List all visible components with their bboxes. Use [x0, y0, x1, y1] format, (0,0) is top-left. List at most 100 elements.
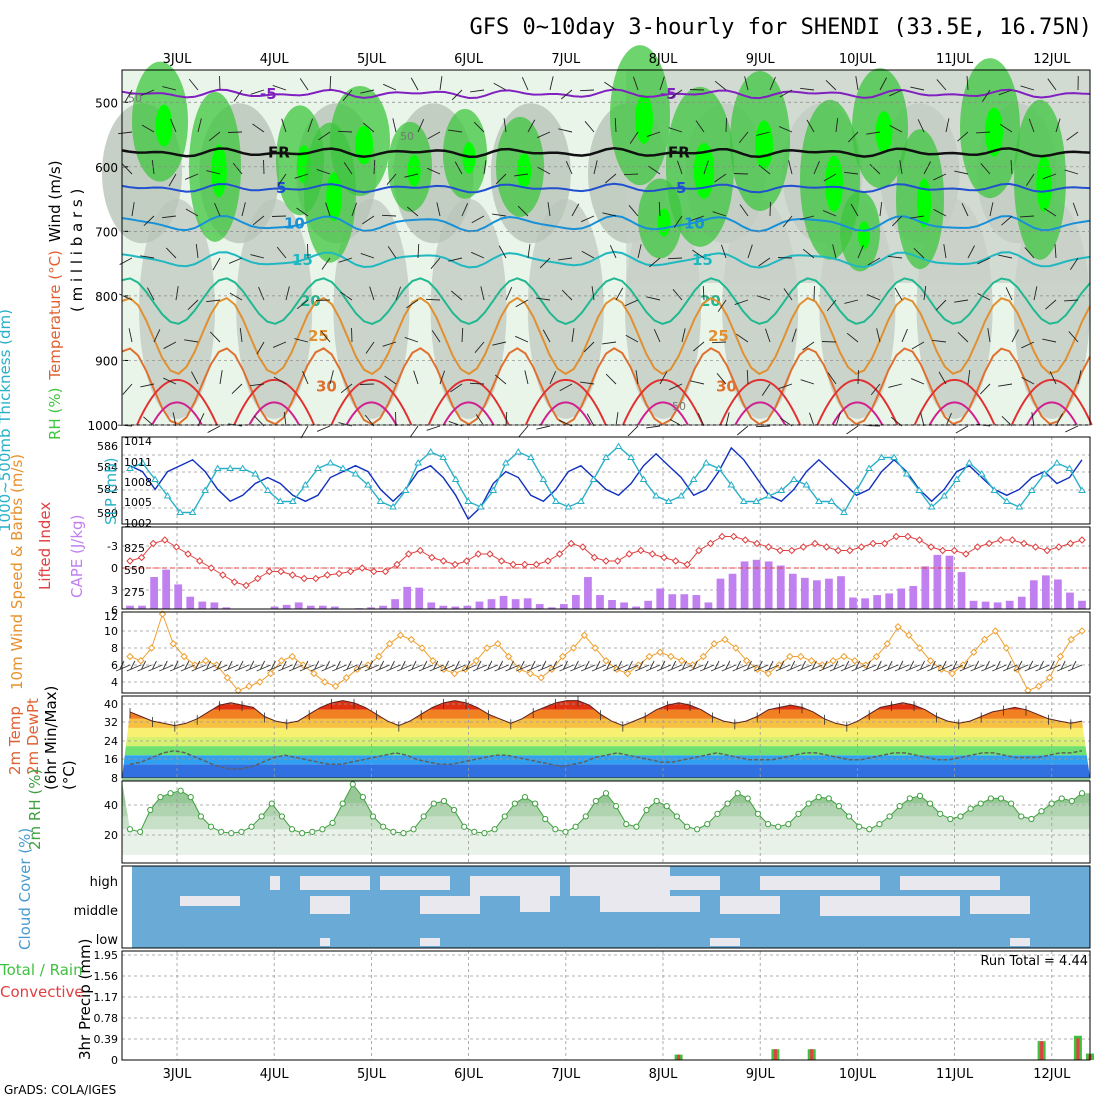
rh-point [896, 803, 903, 810]
li-point [486, 550, 494, 558]
wind-barb [425, 298, 441, 301]
wind-barb [480, 286, 485, 301]
wind-barb [426, 425, 441, 431]
wind-barb [340, 383, 353, 394]
wind-barb [316, 169, 331, 175]
rh-point [197, 813, 204, 820]
y-tick-label: 4 [111, 676, 118, 689]
wind-barb [515, 299, 529, 308]
wind-speed-point [732, 644, 740, 652]
wind-barb [360, 89, 375, 94]
thickness-point [263, 486, 272, 493]
wind-barb [168, 173, 177, 187]
li-point [265, 567, 274, 576]
wind-barb [966, 76, 969, 91]
wind-barb [232, 162, 243, 175]
rh-point [258, 813, 265, 820]
wind-barb [462, 664, 477, 672]
wind-barb [558, 128, 573, 133]
cape-bar [656, 588, 665, 609]
wind-barb [952, 660, 958, 670]
li-point [1055, 543, 1063, 551]
wind-barb [197, 413, 205, 427]
isotherm-line [831, 401, 884, 426]
wind-barb [957, 331, 969, 343]
wind-barb [938, 371, 947, 385]
cape-bar [427, 602, 436, 609]
cape-bar [608, 599, 616, 609]
wind-barb [162, 215, 177, 219]
wind-barb [252, 215, 265, 226]
x-tick-label-bottom: 12JUL [1033, 1067, 1071, 1082]
wind-speed-point [331, 682, 340, 690]
wind-barb [131, 202, 135, 217]
wind-barb [300, 425, 309, 439]
wind-barb [451, 664, 466, 672]
isotherm-line [816, 379, 899, 426]
li-point [462, 557, 471, 565]
cloud-row-label: high [90, 875, 118, 890]
wind-barb [1067, 664, 1083, 672]
li-point [172, 543, 181, 551]
wind-barb [732, 664, 747, 672]
y-tick-label: 12 [104, 610, 118, 623]
rh-point [714, 810, 721, 817]
isotherm-label: -5 [260, 85, 277, 103]
wind-barb [439, 370, 445, 385]
wind-barb [695, 120, 705, 133]
wind-barb [519, 660, 525, 670]
rh-point [764, 821, 772, 828]
wind-barb [584, 660, 590, 670]
wind-speed-point [223, 674, 232, 682]
wind-barb [137, 664, 152, 672]
rh-contour-label: 50 [400, 130, 414, 143]
isotherm-line [330, 379, 413, 426]
thickness-point [702, 459, 711, 466]
isotherm-line [233, 379, 316, 426]
cloud-gap [960, 876, 1000, 890]
wind-barb [850, 203, 859, 217]
isotherm-line [121, 296, 1091, 376]
wind-barb [153, 329, 161, 343]
li-point [439, 557, 448, 565]
wind-barb [778, 383, 793, 389]
isotherm-label: 30 [316, 377, 337, 395]
precip-panel: 1.95 1.56 1.17 0.78 0.39 0 Run Total = 4.44 3hr… [0, 939, 1094, 1067]
li-point [1031, 543, 1040, 551]
wind-barb [526, 664, 542, 672]
wind-barb [987, 328, 991, 343]
y-tick-label: 32 [104, 716, 118, 729]
x-tick-label-bottom: 5JUL [357, 1067, 387, 1082]
wind-barb [977, 257, 991, 265]
grads-credit: GrADS: COLA/IGES [4, 1083, 117, 1097]
cape-bar [451, 606, 460, 609]
rh-point [410, 826, 417, 833]
y-tick-label: 16 [104, 753, 118, 766]
wind-barb [985, 660, 990, 670]
rh-point [288, 826, 296, 833]
cape-bar [764, 561, 773, 609]
wind-barb [827, 372, 837, 385]
wind-speed-point [137, 657, 145, 665]
rh-point [825, 795, 832, 802]
wind-barb [823, 173, 837, 182]
y-tick-label: 1000 [87, 419, 118, 433]
cape-bar [800, 577, 809, 609]
wind-barb [292, 660, 298, 670]
wind-barb [191, 664, 206, 672]
y-label-part: Wind (m/s) [46, 160, 64, 242]
wind-barb [822, 210, 837, 217]
cape-bar [403, 586, 412, 609]
cloud-frame [121, 865, 1091, 949]
wind-barb [764, 664, 780, 672]
li-point [695, 546, 703, 555]
li-point [207, 564, 215, 572]
wind-barb [604, 81, 617, 91]
wind-speed-point [375, 652, 383, 661]
rh-point [440, 797, 448, 805]
wind-barb [1069, 257, 1079, 270]
slp-frame [121, 436, 1091, 525]
isotherm-label: 20 [300, 292, 321, 310]
wind-barb [472, 664, 488, 672]
cape-bar [572, 595, 580, 609]
